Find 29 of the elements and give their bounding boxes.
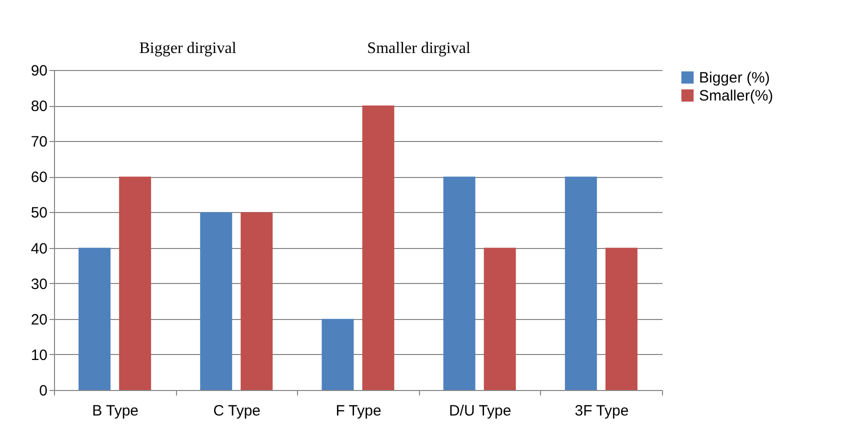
bar xyxy=(362,106,394,390)
bar xyxy=(443,176,476,390)
bar xyxy=(605,248,638,390)
bar xyxy=(564,176,597,390)
x-tick-label: 3F Type xyxy=(574,402,629,420)
legend-label: Smaller(%) xyxy=(699,88,774,104)
bar xyxy=(78,248,111,390)
bar xyxy=(322,318,354,390)
x-tick-label: D/U Type xyxy=(448,402,512,420)
y-tick-label: 70 xyxy=(30,134,48,151)
y-tick-label: 30 xyxy=(30,276,48,293)
y-tick-label: 60 xyxy=(30,169,48,186)
text: Bigger dirgival xyxy=(139,40,237,57)
x-tick-label: F Type xyxy=(336,402,382,420)
y-tick-label: 90 xyxy=(30,62,48,80)
x-tick-label: C Type xyxy=(213,402,261,420)
bar xyxy=(200,212,232,390)
legend-label: Bigger (%) xyxy=(699,70,770,86)
bar xyxy=(119,176,152,390)
y-tick-label: 0 xyxy=(39,382,48,400)
text: Smaller dirgival xyxy=(367,40,471,57)
bar xyxy=(484,248,516,390)
y-tick-label: 20 xyxy=(30,311,48,328)
x-tick-label: B Type xyxy=(92,402,139,420)
bar xyxy=(240,212,273,390)
y-tick-label: 40 xyxy=(30,240,48,258)
y-tick-label: 50 xyxy=(30,204,48,222)
y-tick-label: 80 xyxy=(30,98,48,116)
y-tick-label: 10 xyxy=(30,346,48,364)
